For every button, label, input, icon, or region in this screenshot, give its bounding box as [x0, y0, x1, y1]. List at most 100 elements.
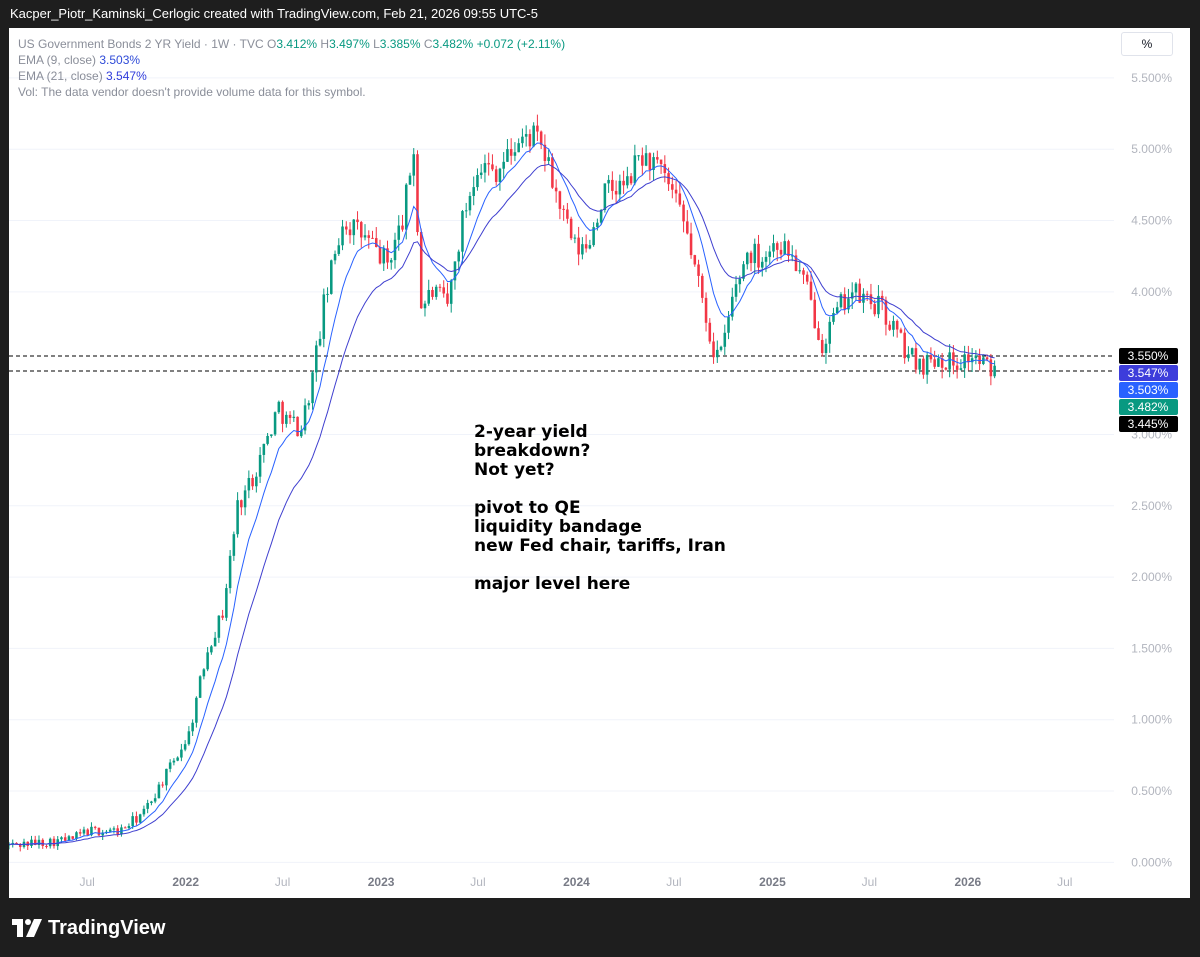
candle-body: [326, 293, 329, 295]
candle-body: [341, 226, 344, 246]
candle-body: [686, 221, 689, 234]
horizontal-levels: [9, 355, 1114, 372]
candle-body: [52, 838, 56, 847]
candle-body: [839, 294, 843, 308]
legend-ema9-row[interactable]: EMA (9, close) 3.503%: [18, 52, 565, 68]
candle-body: [449, 280, 453, 304]
candle-body: [45, 845, 48, 847]
candle-body: [180, 749, 183, 758]
candle-body: [775, 243, 779, 250]
candle-body: [210, 646, 213, 653]
price-label: 3.482%: [1128, 400, 1169, 414]
candle-body: [663, 164, 667, 174]
candle-body: [873, 304, 876, 315]
candle-body: [794, 255, 798, 272]
candle-body: [573, 237, 577, 239]
legend-volume-note: Vol: The data vendor doesn't provide vol…: [18, 85, 366, 99]
candle-body: [925, 355, 929, 375]
x-tick-label: 2025: [759, 875, 786, 889]
price-chart[interactable]: 5.500%5.000%4.500%4.000%3.000%2.500%2.00…: [9, 28, 1190, 898]
annotation-line: Not yet?: [474, 460, 555, 480]
legend-ema21-row[interactable]: EMA (21, close) 3.547%: [18, 68, 565, 84]
candle-body: [731, 296, 734, 317]
candle-body: [790, 255, 794, 257]
candle-body: [142, 808, 146, 815]
candle-body: [757, 243, 760, 268]
candle-body: [146, 802, 149, 809]
candle-body: [596, 222, 599, 228]
legend-low: 3.385%: [379, 37, 421, 51]
candle-body: [944, 367, 948, 370]
candle-body: [491, 164, 494, 170]
candle-body: [813, 299, 817, 329]
ema9-line: [9, 142, 995, 846]
candle-body: [389, 260, 393, 263]
candle-body: [431, 289, 434, 297]
candle-body: [888, 324, 891, 330]
candle-body: [674, 189, 678, 194]
legend-high-label: H: [320, 37, 330, 51]
candle-body: [708, 322, 712, 342]
tradingview-logo-icon: [12, 919, 42, 937]
legend-open-label: O: [267, 37, 277, 51]
candle-body: [479, 172, 483, 176]
tradingview-logo[interactable]: TradingView: [12, 916, 165, 940]
annotation-line: major level here: [474, 574, 631, 594]
candle-body: [817, 328, 820, 340]
x-tick-label: 2024: [563, 875, 590, 889]
candle-body: [487, 163, 490, 165]
candle-body: [127, 826, 131, 829]
candle-body: [989, 359, 993, 377]
candle-body: [26, 841, 30, 846]
candle-body: [247, 477, 251, 491]
candle-body: [461, 211, 464, 252]
candle-body: [787, 241, 790, 256]
legend-change: +0.072 (+2.11%): [476, 37, 566, 51]
legend-ema9-label: EMA (9, close): [18, 53, 97, 67]
candle-body: [802, 270, 805, 275]
legend-ohlc-row: US Government Bonds 2 YR Yield · 1W · TV…: [18, 36, 565, 52]
candle-body: [970, 358, 974, 363]
x-axis: Jul 2022 Jul 2023 Jul 2024 Jul 2025 Jul 2026 Jul: [79, 875, 1072, 889]
candle-body: [551, 157, 554, 188]
y-tick-label: 0.000%: [1131, 855, 1172, 869]
y-tick-label: 5.000%: [1131, 142, 1172, 156]
candle-body: [697, 264, 700, 276]
candle-body: [266, 435, 269, 444]
candle-body: [367, 235, 371, 238]
candle-body: [123, 827, 127, 829]
header-bar: Kacper_Piotr_Kaminski_Cerlogic created w…: [0, 0, 1200, 28]
candle-body: [330, 260, 333, 294]
candle-body: [30, 839, 33, 846]
price-labels: 3.550% 3.547% 3.503% 3.482% 3.445%: [1119, 348, 1178, 433]
y-tick-label: 5.500%: [1131, 71, 1172, 85]
candle-body: [892, 320, 895, 330]
ema-lines: [9, 142, 995, 846]
candle-body: [772, 243, 775, 252]
candle-body: [416, 154, 419, 233]
candle-body: [165, 768, 168, 786]
candle-body: [258, 454, 262, 477]
candle-body: [764, 256, 768, 262]
candle-body: [307, 403, 311, 406]
candle-body: [678, 193, 682, 205]
price-label-bg: [1119, 416, 1178, 433]
candle-body: [738, 278, 742, 285]
candle-body: [18, 844, 22, 847]
candle-body: [502, 161, 505, 169]
candle-body: [903, 332, 906, 359]
candle-body: [255, 476, 258, 487]
candle-body: [374, 238, 378, 247]
candle-body: [745, 252, 749, 265]
y-tick-label: 4.000%: [1131, 285, 1172, 299]
candle-body: [427, 289, 431, 304]
percent-scale-button[interactable]: %: [1121, 32, 1173, 56]
candle-body: [75, 832, 78, 839]
candle-body: [285, 414, 288, 424]
candle-body: [217, 615, 221, 638]
legend-high: 3.497%: [329, 37, 370, 51]
candle-body: [187, 731, 191, 745]
candle-body: [656, 157, 659, 160]
candle-body: [397, 225, 401, 240]
candle-body: [753, 243, 757, 264]
